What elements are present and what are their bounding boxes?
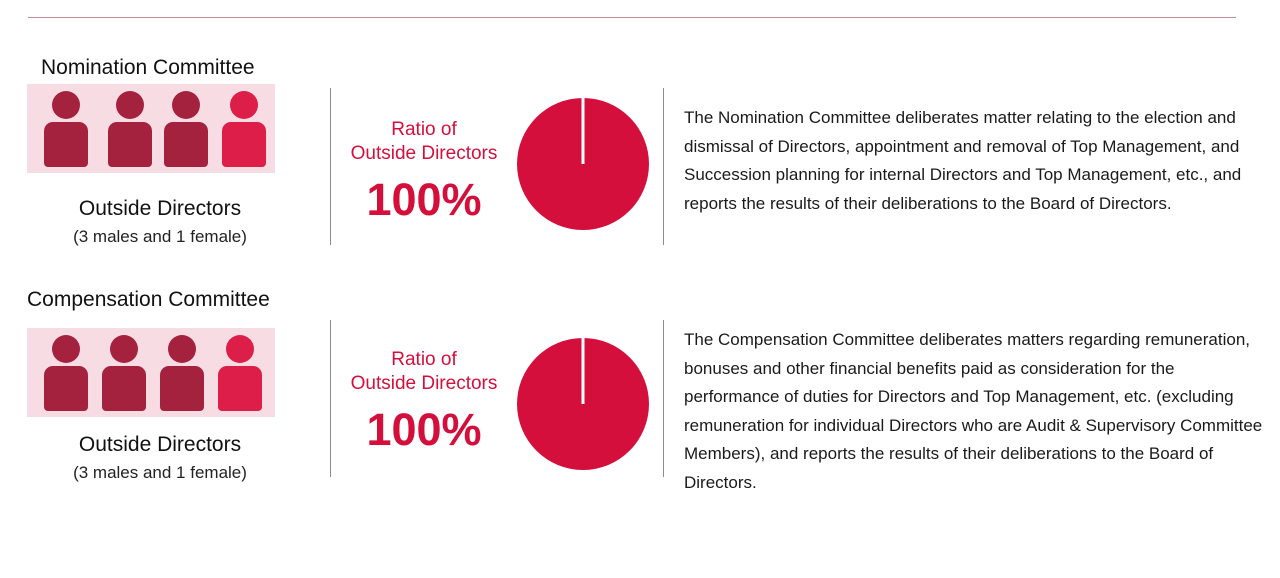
female-person-icon [222,91,266,167]
members-caption: Outside Directors (3 males and 1 female) [20,197,300,247]
ratio-value: 100% [366,404,482,455]
member-breakdown: (3 males and 1 female) [73,227,247,246]
member-label: Outside Directors [78,197,242,220]
members-icon-panel [27,84,275,173]
ratio-block: Ratio of Outside Directors 100% [336,348,512,456]
ratio-pie-chart [517,98,649,230]
column-divider [330,320,331,477]
committee-title: Nomination Committee [41,56,255,79]
members-caption: Outside Directors (3 males and 1 female) [20,433,300,483]
members-icon-panel [27,328,275,417]
ratio-label-line: Outside Directors [350,373,498,394]
member-label: Outside Directors [78,433,242,456]
ratio-label-line: Ratio of [391,119,457,140]
ratio-label-line: Outside Directors [350,143,498,164]
top-divider [28,17,1236,18]
ratio-label: Ratio of Outside Directors [336,348,512,396]
ratio-label: Ratio of Outside Directors [336,118,512,166]
female-person-icon [218,335,262,411]
ratio-pie-chart [517,338,649,470]
ratio-label-line: Ratio of [391,349,457,370]
male-person-icon [44,91,88,167]
column-divider [663,88,664,245]
column-divider [663,320,664,477]
male-person-icon [44,335,88,411]
male-person-icon [108,91,152,167]
ratio-value: 100% [366,174,482,225]
male-person-icon [164,91,208,167]
committee-title: Compensation Committee [27,288,270,311]
male-person-icon [160,335,204,411]
column-divider [330,88,331,245]
member-breakdown: (3 males and 1 female) [73,463,247,482]
male-person-icon [102,335,146,411]
committee-description: The Compensation Committee deliberates m… [684,330,1263,492]
committee-description: The Nomination Committee deliberates mat… [684,108,1242,213]
ratio-block: Ratio of Outside Directors 100% [336,118,512,226]
